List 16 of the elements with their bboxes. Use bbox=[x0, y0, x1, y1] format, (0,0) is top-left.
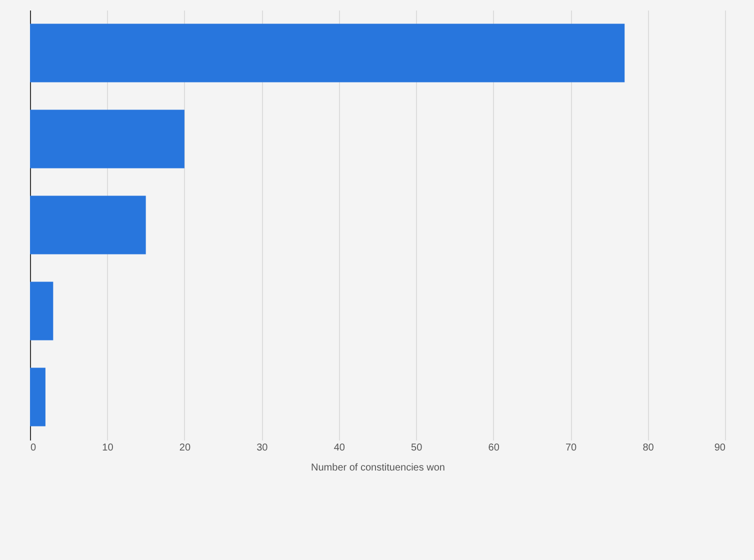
bar bbox=[30, 24, 625, 82]
x-tick-label: 0 bbox=[30, 442, 36, 454]
x-tick-label: 50 bbox=[411, 442, 423, 454]
bar bbox=[30, 196, 146, 254]
x-tick-label: 40 bbox=[334, 442, 346, 454]
x-tick-label: 70 bbox=[565, 442, 578, 454]
bar bbox=[30, 110, 184, 168]
x-tick-label: 10 bbox=[102, 442, 114, 454]
bar bbox=[30, 368, 46, 426]
x-tick-label: 30 bbox=[256, 442, 268, 454]
bar bbox=[30, 282, 54, 340]
x-tick-label: 80 bbox=[642, 442, 654, 454]
x-tick-label: 20 bbox=[179, 442, 191, 454]
x-tick-label: 60 bbox=[488, 442, 500, 454]
x-tick-label: 90 bbox=[714, 442, 726, 454]
x-axis-title: Number of constituencies won bbox=[311, 462, 445, 474]
